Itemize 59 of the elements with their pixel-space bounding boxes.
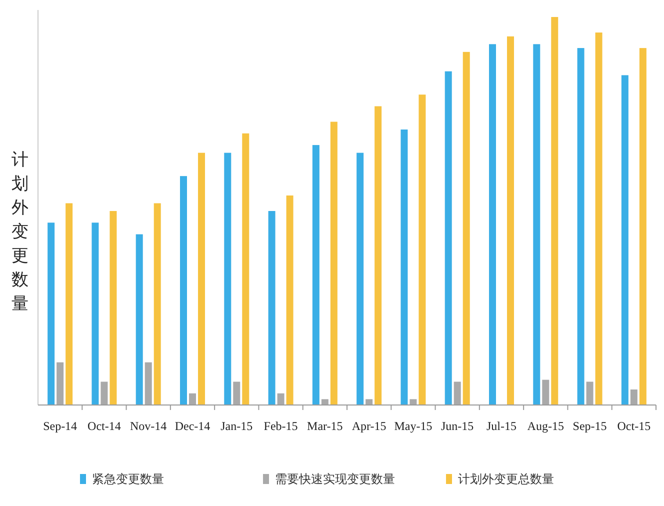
bar <box>507 36 514 405</box>
bar <box>542 380 550 405</box>
bar <box>180 176 187 405</box>
bar <box>224 152 232 405</box>
x-tick-label: Aug-15 <box>527 419 564 433</box>
bar <box>639 48 646 405</box>
bar <box>136 234 143 405</box>
bar <box>233 382 240 405</box>
y-axis-title: 计划外变更数量 <box>12 150 28 314</box>
x-tick-label: May-15 <box>394 419 432 433</box>
bar <box>92 222 99 405</box>
bar <box>595 32 602 405</box>
x-tick-label: Nov-14 <box>130 419 167 433</box>
bar <box>586 382 594 405</box>
bar <box>144 362 152 405</box>
bar <box>418 94 426 405</box>
bar <box>462 52 470 405</box>
bar <box>198 152 205 405</box>
bar <box>56 362 64 405</box>
bar <box>330 122 338 405</box>
x-tick-label: Oct-15 <box>617 419 651 433</box>
bar <box>356 152 364 405</box>
bar <box>268 211 276 405</box>
x-tick-label: Jul-15 <box>486 419 516 433</box>
x-tick-label: Sep-14 <box>43 419 78 433</box>
bar <box>189 393 196 405</box>
bar <box>400 130 408 405</box>
bar <box>374 106 382 405</box>
bar <box>366 399 373 405</box>
legend-label: 需要快速实现变更数量 <box>275 472 395 486</box>
x-tick-label: Feb-15 <box>264 419 298 433</box>
bar <box>621 75 628 405</box>
bar <box>286 195 294 405</box>
bar <box>551 17 558 405</box>
legend-label: 紧急变更数量 <box>92 472 164 486</box>
bar <box>321 399 328 405</box>
x-tick-label: Apr-15 <box>352 419 386 433</box>
x-tick-label: Mar-15 <box>307 419 343 433</box>
bar <box>242 133 250 405</box>
bar <box>410 399 417 405</box>
bar <box>454 382 461 405</box>
x-tick-label: Oct-14 <box>88 419 121 433</box>
legend-label: 计划外变更总数量 <box>458 472 554 486</box>
bar <box>277 393 284 405</box>
bar <box>100 382 108 405</box>
bar <box>533 44 540 405</box>
bar <box>154 203 161 405</box>
x-tick-label: Sep-15 <box>572 419 607 433</box>
bar <box>489 44 496 405</box>
bar <box>630 389 638 405</box>
bar <box>312 145 320 405</box>
bar <box>444 71 452 405</box>
bar <box>66 203 73 405</box>
x-tick-label: Dec-14 <box>174 419 210 433</box>
bar <box>110 211 117 405</box>
x-tick-label: Jan-15 <box>220 419 253 433</box>
x-tick-label: Jun-15 <box>441 419 474 433</box>
bar <box>48 222 55 405</box>
bar <box>577 48 584 405</box>
